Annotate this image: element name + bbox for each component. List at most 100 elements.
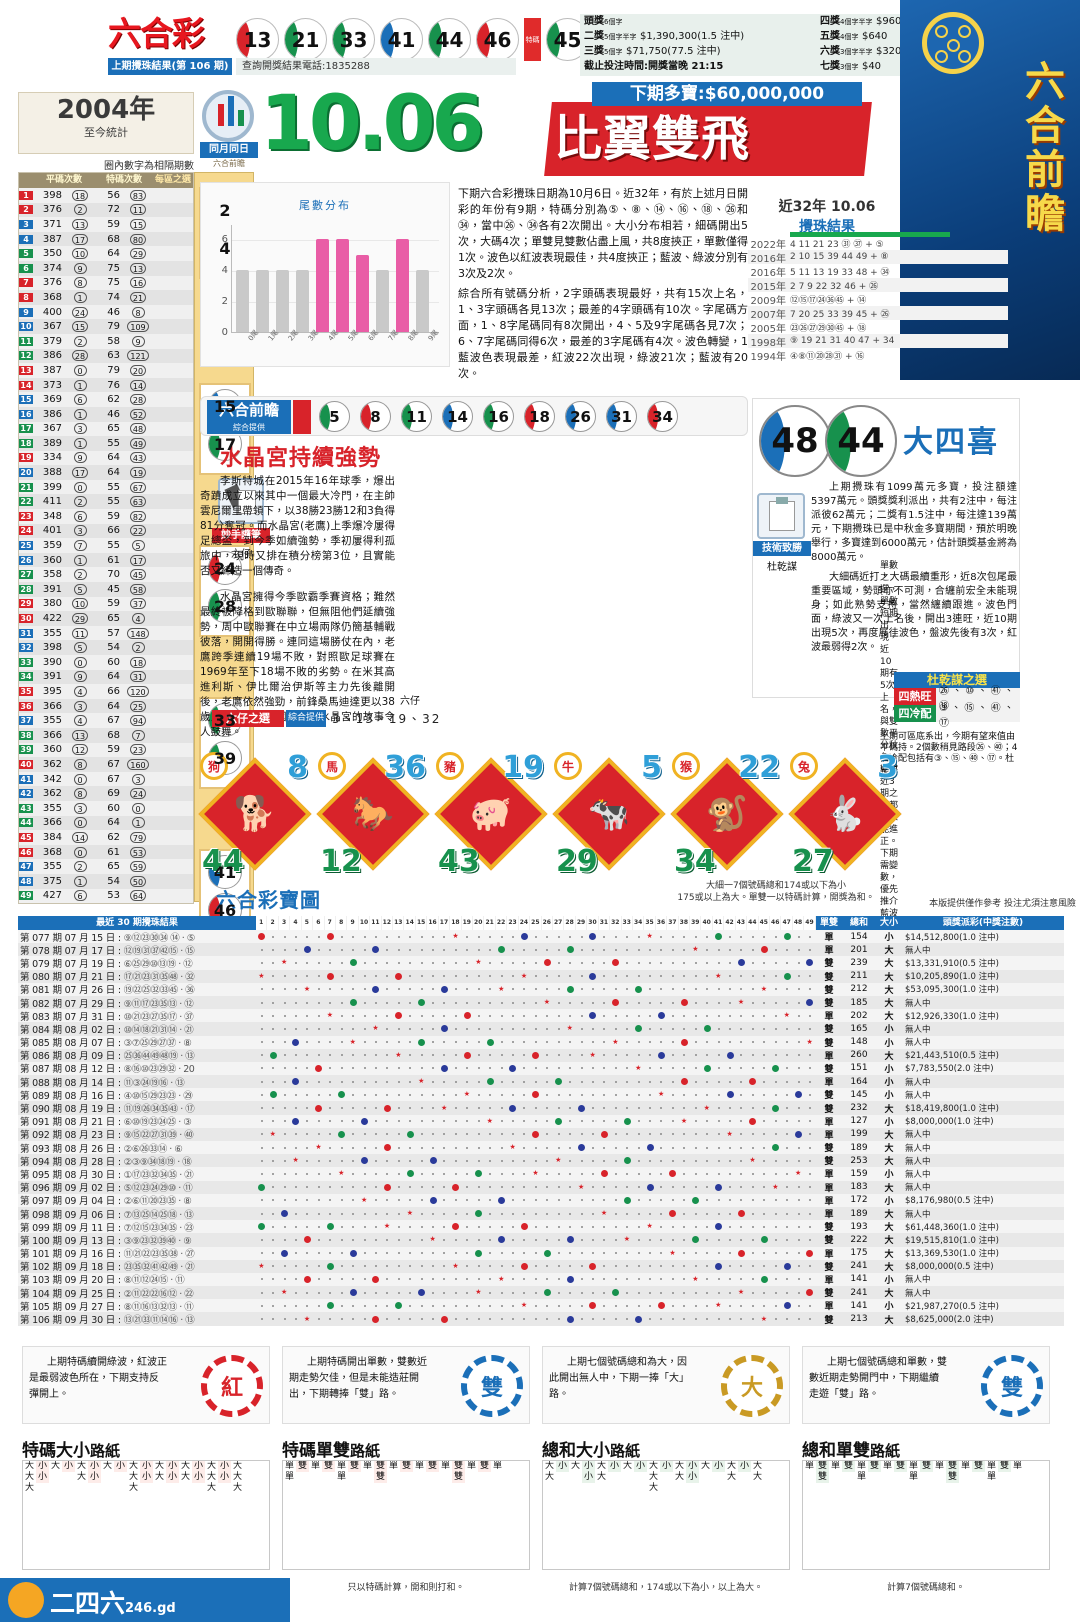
row-numbers: ㉓㉟㉜㊶㊷㊾ · ㉑ xyxy=(123,1262,195,1274)
article-signature: 六仔 xyxy=(400,696,420,707)
road-column: 小 xyxy=(608,1461,621,1472)
analysis-text: 下期六合彩攪珠日期為10月6日。近32年，有於上述月日開彩的年份有9期，特碼分別… xyxy=(458,186,748,380)
bigtable-note-2: 本版提供僅作參考 投注尤須注意風險 xyxy=(929,899,1076,909)
six-pick-tag: 六仔之選 xyxy=(212,710,284,727)
road-cell: 大 xyxy=(752,1461,762,1471)
row-odd-even: 單 xyxy=(824,1117,834,1128)
table-row: 第 091 期 08 月 21 日 : ⑥⑩⑲㉓㉔㉕ · ③ ★ ★ 單 127 小 $8,… xyxy=(18,1114,1064,1129)
row-numbers: ①⑰㉓㉜㉞㉟ · ㉑ xyxy=(123,1169,194,1181)
row-date: 第 096 期 09 月 02 日 : ⑤⑫㉓㉔㉙⑩ · ⑪ xyxy=(20,1183,193,1195)
stats-special-count: 55 xyxy=(107,540,120,552)
table-row: 第 082 期 07 月 29 日 : ⑨⑪⑰㉓㉟⑬ · ⑫ ★ ★ 雙 185 大無人中 xyxy=(18,995,1064,1010)
row-big-small: 大 xyxy=(884,985,894,996)
row-sum: 212 xyxy=(850,984,868,995)
stats-special-count: 55 xyxy=(107,496,120,508)
stats-number: 6 xyxy=(19,263,33,273)
forecast-ball: 18 xyxy=(524,401,555,432)
row-numbers: ⑥⑩⑲㉓㉔㉕ · ③ xyxy=(123,1117,192,1129)
stats-special-gap: 3 xyxy=(123,773,153,785)
stats-special-gap: 49 xyxy=(123,437,153,449)
road-cell: 小 xyxy=(583,1472,593,1482)
zodiac-row: 🐕 狗 8 44 🐎 馬 36 12 🐖 豬 19 43 🐄 牛 5 29 🐒 猴 22 34 🐇 兔 3 27 xyxy=(198,750,1020,879)
draw-ball-3: 33 xyxy=(332,18,375,61)
stats-normal-gap: 5 xyxy=(65,642,95,654)
road-column: 雙 xyxy=(894,1461,907,1472)
grid-column-label: 46 xyxy=(770,916,782,930)
road-cell: 小 xyxy=(89,1461,99,1471)
analysis-paragraph-1: 下期六合彩攪珠日期為10月6日。近32年，有於上述月日開彩的年份有9期，特碼分別… xyxy=(458,187,748,280)
road-cell: 小 xyxy=(713,1461,723,1471)
road-cell: 小 xyxy=(167,1461,177,1471)
table-row: 第 077 期 07 月 15 日 : ⑨⑫㉓㉚㉞ ⑭ · ⑤ ★ ★ 單 154 小 $1… xyxy=(18,930,1064,944)
zodiac-animal-icon: 🐕 xyxy=(233,794,277,834)
stats-row: 46 368 0 61 53 xyxy=(19,844,193,860)
row-sum: 189 xyxy=(850,1208,868,1219)
enquiry-phone-line: 查詢開獎結果電話:1835288 xyxy=(236,58,516,75)
stats-number: 19 xyxy=(19,453,33,463)
road-cell: 大 xyxy=(128,1483,138,1493)
grid-column-label: 41 xyxy=(713,916,725,930)
forecast-ball: 26 xyxy=(565,401,596,432)
stats-special-gap: 37 xyxy=(123,598,153,610)
row-date: 第 091 期 08 月 21 日 : ⑥⑩⑲㉓㉔㉕ · ③ xyxy=(20,1117,192,1129)
row-numbers: ②⑥⑪⑳㉓㉟ · ⑧ xyxy=(123,1196,192,1208)
road-column: 雙 xyxy=(868,1461,881,1472)
result-numbers: 2 7 9 22 32 46 + ㉖ xyxy=(790,281,879,292)
row-date: 第 093 期 08 月 26 日 : ②⑥㉖㉝⑭ · ⑥ xyxy=(20,1143,183,1155)
stats-special-gap: 94 xyxy=(123,715,153,727)
row-big-small: 大 xyxy=(884,1289,894,1300)
article-tag-author: 六仔 xyxy=(231,549,251,560)
road-column: 大大 xyxy=(179,1461,192,1483)
row-odd-even: 單 xyxy=(824,1170,834,1181)
stats-row: 16 386 1 46 52 xyxy=(19,406,193,422)
grid-column-label: 2 xyxy=(267,916,279,930)
stats-row: 1 398 18 56 83 xyxy=(19,188,193,203)
stats-normal-count: 350 xyxy=(42,248,62,260)
road-column: 大大 xyxy=(543,1461,556,1483)
stats-special-count: 76 xyxy=(107,379,120,391)
prize-tier-right-detail: 4個字半字 xyxy=(840,18,873,26)
road-column: 大大 xyxy=(595,1461,608,1483)
stats-row: 36 366 3 64 25 xyxy=(19,698,193,714)
stats-normal-count: 362 xyxy=(42,788,62,800)
road-column: 大大大 xyxy=(205,1461,218,1494)
row-sum: 151 xyxy=(850,1063,868,1074)
table-row: 第 106 期 09 月 30 日 : ⑬㉑㉝⑪⑭⑯ · ⑬ ★ ★ 雙 213 大 $8,… xyxy=(18,1312,1064,1326)
zodiac-bottom-number: 43 xyxy=(438,844,480,879)
road-cell: 小 xyxy=(687,1472,697,1482)
prize-tier-detail: 5個字 xyxy=(604,48,623,56)
result-numbers: ㉓㉖㉗㉙㉚㊺ + ⑱ xyxy=(790,323,867,334)
road-cell: 大 xyxy=(206,1461,216,1471)
stats-special-count: 72 xyxy=(107,204,120,216)
road-paper-title: 特碼大小路紙 xyxy=(22,1436,120,1461)
road-cell: 單 xyxy=(336,1461,346,1471)
zodiac-seal: 豬 xyxy=(436,752,464,780)
stats-normal-count: 391 xyxy=(42,671,62,683)
stats-row: 41 342 0 67 3 xyxy=(19,771,193,787)
stats-special-gap: 9 xyxy=(123,335,153,347)
row-prize: $7,783,550(2.0 注中) xyxy=(905,1064,994,1075)
featured-ball-1: 48 xyxy=(759,405,831,477)
stats-number: 11 xyxy=(19,336,33,346)
stats-normal-gap: 12 xyxy=(65,744,95,756)
zodiac-seal: 馬 xyxy=(318,752,346,780)
road-cell: 大 xyxy=(752,1472,762,1482)
stats-special-count: 66 xyxy=(107,525,120,537)
table-row: 第 105 期 09 月 27 日 : ⑧⑪⑯⑬㉜⑬ · ⑪ ★ ★ 單 141 小 $21… xyxy=(18,1299,1064,1313)
stats-special-gap: 148 xyxy=(123,627,153,639)
row-numbers: ⑪③㉔⑲⑯ · ⑬ xyxy=(123,1077,185,1089)
road-cell: 雙 xyxy=(453,1461,463,1471)
road-title-main: 總和單雙 xyxy=(802,1441,870,1461)
stats-row: 13 387 0 79 20 xyxy=(19,363,193,378)
table-row: 第 084 期 08 月 02 日 : ⑩⑭⑱㉑㉛⑭ · ㉑ ★ ★ 雙 165 小無人中 xyxy=(18,1022,1064,1036)
result-year: 2007年 xyxy=(750,309,786,321)
stats-number: 29 xyxy=(19,599,33,609)
grid-column-label: 22 xyxy=(496,916,508,930)
stats-row: 6 374 9 75 13 xyxy=(19,260,193,276)
result-numbers: ⑨ 19 21 31 40 47 + 34 xyxy=(790,336,895,346)
road-column: 小 xyxy=(738,1461,751,1472)
road-column: 單 xyxy=(387,1461,400,1472)
row-odd-even: 單 xyxy=(824,1012,834,1023)
row-date: 第 095 期 08 月 30 日 : ①⑰㉓㉜㉞㉟ · ㉑ xyxy=(20,1169,194,1181)
stats-special-count: 62 xyxy=(107,394,120,406)
